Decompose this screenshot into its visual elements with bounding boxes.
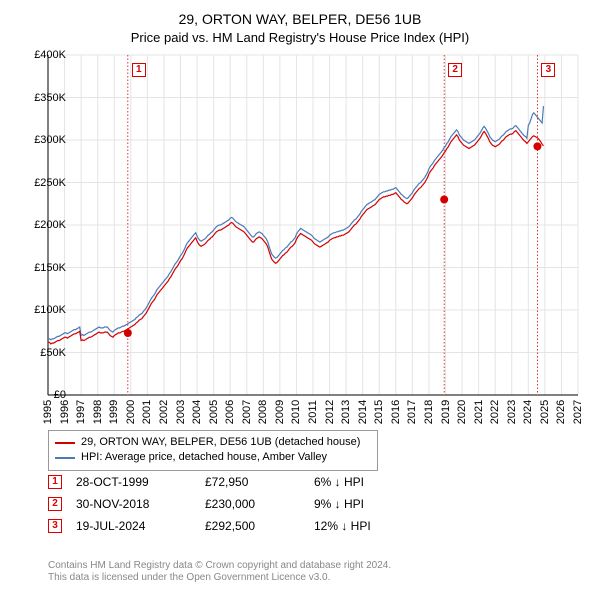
- y-axis-label: £50K: [22, 347, 66, 359]
- legend: 29, ORTON WAY, BELPER, DE56 1UB (detache…: [48, 430, 378, 471]
- price-entries: 1 28-OCT-1999 £72,950 6% ↓ HPI 2 30-NOV-2018 £…: [48, 475, 568, 541]
- x-axis-label: 2019: [440, 396, 452, 428]
- x-axis-label: 2007: [241, 396, 253, 428]
- chart-marker-3: 3: [541, 63, 555, 77]
- chart-marker-2: 2: [448, 63, 462, 77]
- x-axis-label: 2003: [175, 396, 187, 428]
- x-axis-label: 2001: [141, 396, 153, 428]
- x-axis-label: 1996: [59, 396, 71, 428]
- y-axis-label: £350K: [22, 92, 66, 104]
- table-row: 1 28-OCT-1999 £72,950 6% ↓ HPI: [48, 475, 568, 489]
- legend-swatch: [55, 457, 75, 459]
- x-axis-label: 2009: [274, 396, 286, 428]
- entry-price: £292,500: [205, 519, 300, 533]
- entry-date: 28-OCT-1999: [76, 475, 191, 489]
- entry-hpi: 12% ↓ HPI: [314, 519, 404, 533]
- entry-hpi: 6% ↓ HPI: [314, 475, 404, 489]
- y-axis-label: £150K: [22, 262, 66, 274]
- x-axis-label: 2014: [357, 396, 369, 428]
- table-row: 2 30-NOV-2018 £230,000 9% ↓ HPI: [48, 497, 568, 511]
- x-axis-label: 1997: [75, 396, 87, 428]
- entry-hpi: 9% ↓ HPI: [314, 497, 404, 511]
- page-subtitle: Price paid vs. HM Land Registry's House …: [0, 28, 600, 45]
- entry-price: £72,950: [205, 475, 300, 489]
- footer-line-2: This data is licensed under the Open Gov…: [48, 572, 391, 584]
- x-axis-label: 2012: [324, 396, 336, 428]
- chart: [48, 55, 578, 395]
- y-axis-label: £200K: [22, 219, 66, 231]
- x-axis-label: 2021: [473, 396, 485, 428]
- footer-attribution: Contains HM Land Registry data © Crown c…: [48, 560, 391, 584]
- x-axis-label: 2026: [555, 396, 567, 428]
- y-axis-label: £250K: [22, 177, 66, 189]
- entry-date: 19-JUL-2024: [76, 519, 191, 533]
- entry-marker: 1: [48, 475, 62, 489]
- page-title: 29, ORTON WAY, BELPER, DE56 1UB: [0, 0, 600, 28]
- entry-price: £230,000: [205, 497, 300, 511]
- table-row: 3 19-JUL-2024 £292,500 12% ↓ HPI: [48, 519, 568, 533]
- entry-marker: 3: [48, 519, 62, 533]
- footer-line-1: Contains HM Land Registry data © Crown c…: [48, 560, 391, 572]
- x-axis-label: 2010: [290, 396, 302, 428]
- entry-date: 30-NOV-2018: [76, 497, 191, 511]
- y-axis-label: £300K: [22, 134, 66, 146]
- x-axis-label: 2023: [506, 396, 518, 428]
- x-axis-label: 2027: [572, 396, 584, 428]
- x-axis-label: 2011: [307, 396, 319, 428]
- x-axis-label: 2008: [257, 396, 269, 428]
- legend-item: 29, ORTON WAY, BELPER, DE56 1UB (detache…: [55, 435, 371, 450]
- x-axis-label: 2016: [390, 396, 402, 428]
- legend-label: 29, ORTON WAY, BELPER, DE56 1UB (detache…: [81, 435, 360, 450]
- x-axis-label: 1999: [108, 396, 120, 428]
- chart-canvas: [48, 55, 578, 395]
- x-axis-label: 1995: [42, 396, 54, 428]
- x-axis-label: 2002: [158, 396, 170, 428]
- x-axis-label: 2024: [522, 396, 534, 428]
- y-axis-label: £100K: [22, 304, 66, 316]
- x-axis-label: 2013: [340, 396, 352, 428]
- legend-item: HPI: Average price, detached house, Ambe…: [55, 450, 371, 465]
- y-axis-label: £400K: [22, 49, 66, 61]
- x-axis-label: 2025: [539, 396, 551, 428]
- x-axis-label: 2017: [406, 396, 418, 428]
- x-axis-label: 2022: [489, 396, 501, 428]
- x-axis-label: 2005: [208, 396, 220, 428]
- x-axis-label: 2006: [224, 396, 236, 428]
- x-axis-label: 2020: [456, 396, 468, 428]
- x-axis-label: 1998: [92, 396, 104, 428]
- x-axis-label: 2015: [373, 396, 385, 428]
- entry-marker: 2: [48, 497, 62, 511]
- x-axis-label: 2004: [191, 396, 203, 428]
- legend-label: HPI: Average price, detached house, Ambe…: [81, 450, 327, 465]
- legend-swatch: [55, 442, 75, 444]
- x-axis-label: 2000: [125, 396, 137, 428]
- x-axis-label: 2018: [423, 396, 435, 428]
- chart-marker-1: 1: [132, 63, 146, 77]
